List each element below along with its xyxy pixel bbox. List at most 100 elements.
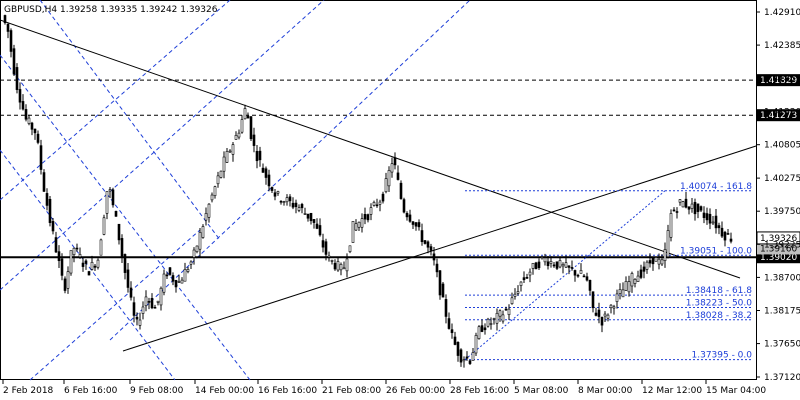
candle-bull [210,194,214,201]
candle-bull [645,261,649,270]
candle-bear [30,122,34,130]
candle-bear [87,271,91,276]
candle-bull [615,293,619,302]
candle-bear [132,302,136,316]
price-tag-label-resistance-1: 1.41829 [760,76,797,86]
candle-bull [666,230,670,258]
candle-bear [717,225,721,229]
candle-bear [75,247,79,250]
candle-bull [378,201,382,205]
candle-bear [456,341,460,356]
candle-bear [114,210,118,217]
candle-bull [564,262,568,268]
candle-bull [201,226,205,238]
candle-bull [234,135,238,140]
candle-bull [678,199,682,203]
candle-bear [9,30,13,52]
candle-bull [543,257,547,263]
x-tick-label: 26 Feb 00:00 [386,386,445,396]
candle-bear [168,267,172,275]
candle-bear [429,246,433,251]
candle-bull [660,259,664,265]
candle-bull [663,249,667,261]
candle-bull [162,273,166,293]
candle-bear [522,277,526,281]
candle-bear [150,297,154,309]
candle-bear [600,316,604,326]
candle-bull [390,163,394,173]
price-tag-resistance-1 [757,74,800,87]
candle-bull [540,256,544,258]
candle-bear [417,222,421,228]
candle-bull [204,213,208,221]
x-tick-label: 21 Feb 08:00 [322,386,381,396]
candle-bull [360,218,364,228]
candle-bull [462,359,466,362]
candle-bear [546,261,550,267]
candle-bear [279,200,283,203]
candle-bear [594,312,598,316]
candle-bull [603,313,607,317]
candle-bull [216,175,220,185]
y-tick-label: 1.37650 [764,340,800,350]
candle-bear [264,168,268,178]
candle-bear [453,336,457,345]
candle-bear [726,233,730,235]
candle-bear [447,318,451,329]
candle-bear [570,267,574,269]
candle-bear [246,115,250,119]
candle-bear [21,101,25,110]
candle-bear [261,167,265,173]
candle-bear [57,251,61,262]
price-tag-label-support: 1.39020 [760,253,797,263]
candle-bear [705,213,709,221]
x-tick-label: 6 Feb 16:00 [64,386,118,396]
candle-bear [3,15,7,24]
candle-bull [510,297,514,305]
candle-bear [312,219,316,223]
descending-trendline [0,19,741,279]
candle-bull [492,318,496,320]
candle-bear [399,182,403,199]
candle-bear [591,291,595,309]
candle-bear [366,214,370,221]
candle-bear [111,189,115,206]
candle-bull [621,289,625,298]
candle-bear [438,270,442,296]
candle-bear [687,206,691,210]
x-tick-label: 9 Feb 08:00 [130,386,184,396]
candle-bear [675,211,679,213]
fib-label: 1.38028 - 38.2 [686,311,752,321]
candle-bear [24,109,28,120]
candle-bear [147,301,151,303]
candle-bear [582,275,586,278]
candle-bear [249,116,253,140]
candle-bull [243,108,247,120]
y-tick-label: 1.38700 [764,273,800,283]
fib-label: 1.37395 - 0.0 [692,351,753,361]
price-tag-label-resistance-2: 1.41273 [760,111,797,121]
candle-bull [636,275,640,282]
candle-bull [345,258,349,272]
price-axis: 1.42910 1.42385 1.41855 1.41330 1.40805 1.402… [756,8,800,383]
candle-bull [609,304,613,309]
candle-bull [183,269,187,282]
candle-bear [267,174,271,187]
candle-bull [240,119,244,133]
y-tick-label: 1.40275 [764,174,800,184]
candle-bear [291,202,295,208]
candle-bear [408,214,412,222]
candle-bull [225,151,229,163]
candle-bear [552,264,556,267]
candle-bull [159,287,163,306]
candle-bear [525,276,529,279]
candle-bull [180,279,184,284]
current-price-tag [756,231,800,245]
candle-bear [504,308,508,311]
candle-bear [123,254,127,273]
candle-bear [288,196,292,202]
candle-bear [81,262,85,267]
candle-bull [99,239,103,256]
candle-bull [561,264,565,267]
